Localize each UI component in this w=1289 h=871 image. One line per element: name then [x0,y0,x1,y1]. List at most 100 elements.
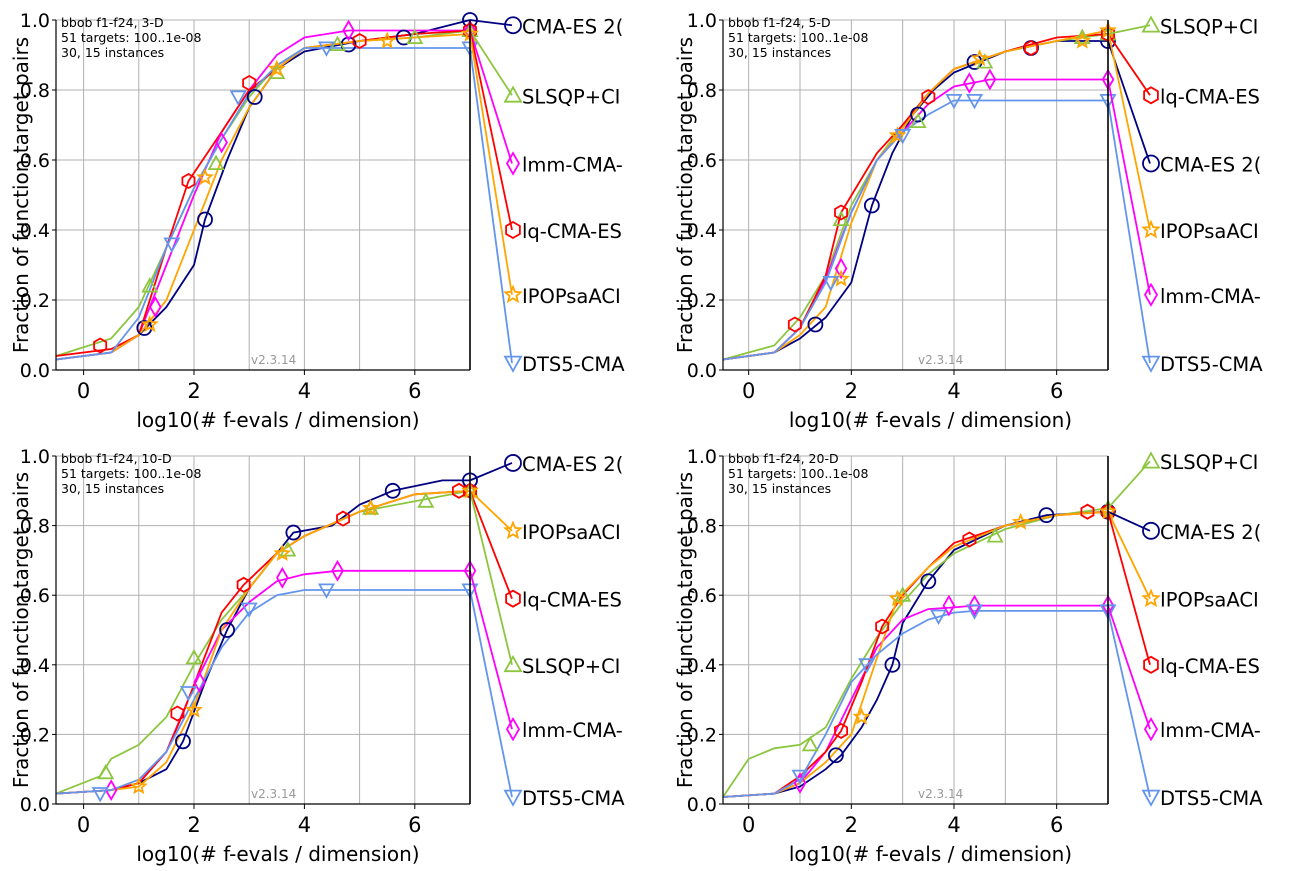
chart-panel-4: 0 2 4 6 0.0 0.2 0.4 0.6 0.8 1.0 log10(# f-evals / … [673,446,1263,866]
data-point-lmm [942,594,956,617]
data-point-lmm [193,671,206,694]
y-tick-label: 0.6 [20,150,50,172]
legend-marker-cma [504,16,522,35]
data-point-ipop [1011,512,1030,530]
y-tick-label: 0.4 [20,655,50,677]
y-tick-label: 0.6 [687,585,717,607]
info-text-line1: bbob f1-f24, 5-D [728,15,831,30]
legend-marker-dts [503,355,523,373]
grid [723,19,1109,371]
data-point-lmm [215,131,228,154]
series-line-cma [55,19,471,361]
data-point-cma [884,656,901,673]
legend-label-lmm: lmm-CMA- [1160,285,1261,308]
legend-label-ipop: IPOPsaACI [1160,220,1259,243]
x-tick-label: 2 [187,379,200,403]
legend-label-slsqp: SLSQP+CI [1160,451,1258,474]
x-tick-label: 6 [1050,379,1063,403]
legend-marker-lmm [505,716,521,742]
data-point-cma [807,316,824,333]
y-tick-label: 0.2 [20,724,50,746]
data-point-cma [285,524,302,541]
data-point-lq [181,172,196,190]
y-tick-label: 1.0 [20,10,50,32]
x-axis-title: log10(# f-evals / dimension) [789,842,1072,866]
data-point-slsqp [207,154,225,171]
data-point-lq [1024,39,1038,57]
data-point-ipop [1073,31,1092,49]
data-point-cma [197,211,213,228]
y-tick-label: 0.8 [687,80,717,102]
x-tick-label: 4 [947,379,960,403]
y-tick-label: 0.2 [687,724,717,746]
series-line-slsqp [55,489,471,795]
series-line-dts [722,99,1108,361]
grid [56,455,471,805]
legend-label-lmm: lmm-CMA- [522,719,623,742]
legend-connector-dts [469,47,513,364]
version-label: v2.3.14 [251,787,296,801]
series-line-cma [722,40,1108,361]
legend-connector-lmm [469,30,513,164]
data-point-ipop [129,777,148,795]
data-point-cma [384,482,401,499]
data-point-lmm [342,19,355,42]
info-text-line3: 30, 15 instances [61,45,164,60]
data-point-lmm [276,566,289,589]
legend-label-slsqp: SLSQP+CI [1160,15,1258,38]
y-tick-label: 0.0 [20,794,50,816]
legend-connector-lmm [469,570,513,730]
legend-label-lq: lq-CMA-ES [522,220,622,243]
legend-connector-lmm [1107,79,1151,295]
data-point-lmm [963,72,976,94]
x-tick-label: 4 [947,813,960,837]
data-point-lmm [983,68,997,91]
series-line-dts [722,610,1108,798]
legend-label-dts: DTS5-CMA [1160,787,1263,810]
data-point-slsqp [406,28,424,44]
y-tick-label: 0.4 [687,655,717,677]
legend-marker-slsqp [1141,15,1161,33]
info-text-line3: 30, 15 instances [61,481,164,496]
x-axis-title: log10(# f-evals / dimension) [136,842,419,866]
info-text-line2: 51 targets: 100..1e-08 [61,30,201,45]
version-label: v2.3.14 [918,787,963,801]
legend-connector-slsqp [1107,24,1151,35]
series-line-slsqp [722,507,1109,798]
data-point-ipop [267,59,286,77]
x-tick-label: 0 [77,813,90,837]
y-tick-label: 1.0 [20,446,50,468]
data-point-lq [93,337,108,354]
data-point-ipop [196,168,214,186]
data-point-lq [336,510,351,527]
series-line-slsqp [722,33,1109,361]
legend-marker-lq [1143,86,1159,105]
legend-label-cma: CMA-ES 2( [1160,154,1261,177]
data-point-slsqp [362,499,380,515]
legend-label-dts: DTS5-CMA [1160,353,1263,376]
data-point-lq [170,705,185,722]
legend-connector-slsqp [469,490,513,666]
data-point-ipop [970,49,989,67]
legend-label-slsqp: SLSQP+CI [522,85,620,108]
info-text-line1: bbob f1-f24, 10-D [61,451,172,466]
data-point-dts [240,602,258,618]
data-point-lq [787,316,802,333]
legend-label-cma: CMA-ES 2( [1160,521,1261,544]
data-point-dts [965,94,984,110]
legend-label-ipop: IPOPsaACI [1160,589,1259,612]
legend-marker-dts [503,789,523,807]
data-point-cma [175,733,191,750]
info-text-line3: 30, 15 instances [728,45,831,60]
data-point-lq [834,204,848,221]
legend-marker-ipop [1141,219,1161,239]
x-axis-title: log10(# f-evals / dimension) [136,408,419,432]
series-line-dts [55,47,470,361]
data-point-ipop [361,498,380,516]
series-line-ipop [722,510,1109,798]
series-line-ipop [55,33,471,361]
legend-marker-ipop [503,284,523,304]
legend-marker-slsqp [503,654,523,673]
y-axis-title: Fraction of function,target pairs [673,37,697,353]
